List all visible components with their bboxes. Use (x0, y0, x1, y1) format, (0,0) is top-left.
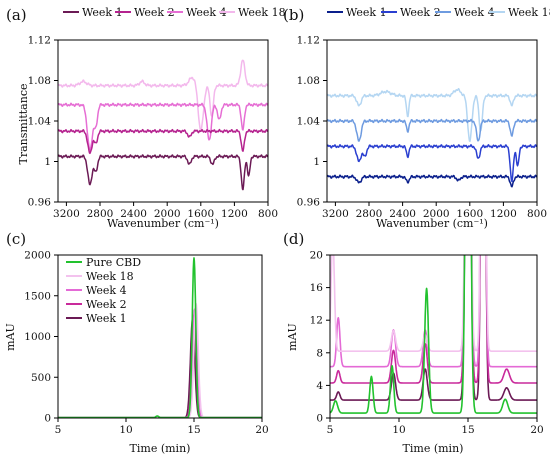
legend-b: Week 1 Week 2 Week 4 Week 18 (327, 6, 550, 19)
x-tick-label-a: 800 (258, 208, 278, 220)
legend-label-b: Week 1 (346, 6, 387, 19)
panel-label-b: (b) (283, 6, 304, 24)
panel-a: (a) Week 1 Week 2 Week 4 Week 18 Transmitta… (6, 6, 286, 230)
series-line-week-2-d (330, 255, 537, 384)
panel-b: (b) Week 1 Week 2 Week 4 Week 18 Wavenumber… (283, 6, 550, 230)
x-tick-label-b: 2800 (356, 208, 383, 220)
x-axis-label-a: Wavenumber (cm⁻¹) (107, 217, 219, 230)
y-axis-label-c: mAU (4, 323, 17, 351)
series-line-week-4-c (58, 308, 262, 418)
x-axis-label-d: Time (min) (403, 442, 464, 455)
y-tick-label-a: 1.08 (28, 75, 51, 87)
x-tick-label-b: 3200 (322, 208, 349, 220)
y-tick-label-c: 1500 (24, 290, 51, 302)
series-line-week-1-d (330, 255, 537, 401)
x-tick-label-b: 2000 (423, 208, 450, 220)
legend-a: Week 1 Week 2 Week 4 Week 18 (63, 6, 286, 19)
x-tick-label-b: 1600 (456, 208, 483, 220)
x-tick-label-d: 15 (461, 424, 474, 436)
x-tick-label-a: 2400 (120, 208, 147, 220)
series-line-week-2-c (58, 314, 262, 418)
x-tick-label-b: 2400 (389, 208, 416, 220)
y-tick-label-c: 0 (44, 413, 51, 425)
legend-label-a: Week 2 (134, 6, 175, 19)
panel-label-a: (a) (6, 6, 27, 24)
x-tick-label-d: 5 (327, 424, 334, 436)
legend-label-c: Week 2 (86, 298, 127, 311)
y-tick-label-b: 1.08 (297, 75, 320, 87)
legend-label-a: Week 4 (186, 6, 227, 19)
series-line-week-2-b (327, 144, 537, 183)
y-tick-label-d: 12 (310, 315, 323, 327)
plot-area-a (58, 59, 268, 191)
series-line-week-1-c (58, 317, 262, 418)
y-tick-label-a: 1.12 (28, 35, 51, 47)
x-axis-label-b: Wavenumber (cm⁻¹) (376, 217, 488, 230)
series-line-week-4-d (330, 255, 537, 368)
x-tick-label-c: 10 (119, 424, 132, 436)
legend-label-a: Week 1 (82, 6, 123, 19)
legend-label-c: Week 1 (86, 312, 127, 325)
x-axis-label-c: Time (min) (130, 442, 191, 455)
x-tick-label-c: 5 (55, 424, 62, 436)
y-axis-label-a: Transmittance (17, 84, 30, 165)
x-tick-label-d: 10 (392, 424, 405, 436)
x-tick-label-a: 1600 (187, 208, 214, 220)
panel-label-c: (c) (6, 230, 26, 248)
y-tick-label-a: 1 (44, 156, 51, 168)
y-tick-label-d: 0 (316, 413, 323, 425)
y-tick-label-d: 8 (316, 347, 323, 359)
y-tick-label-a: 0.96 (28, 197, 52, 209)
series-line-week-18-d (330, 255, 537, 352)
y-axis-label-d: mAU (286, 323, 299, 351)
x-tick-label-a: 3200 (53, 208, 80, 220)
x-tick-label-a: 2000 (154, 208, 181, 220)
x-tick-label-c: 15 (187, 424, 200, 436)
plot-area-b (327, 87, 537, 188)
series-line-week-1-a (58, 154, 268, 191)
x-tick-label-c: 20 (255, 424, 268, 436)
y-tick-label-c: 1000 (24, 331, 51, 343)
x-tick-label-d: 20 (530, 424, 543, 436)
panel-d: (d) mAU Time (min) 5 10 15 20 0 4 8 12 16 20 (283, 230, 544, 455)
legend-label-c: Week 4 (86, 284, 127, 297)
y-tick-label-b: 0.96 (297, 197, 321, 209)
x-tick-label-b: 800 (527, 208, 547, 220)
legend-label-b: Week 2 (400, 6, 441, 19)
legend-label-b: Week 4 (454, 6, 495, 19)
y-tick-label-c: 2000 (24, 250, 51, 262)
y-tick-label-d: 20 (310, 250, 323, 262)
axes-frame-d (329, 254, 538, 419)
panel-label-d: (d) (283, 230, 304, 248)
series-line-week-4-b (327, 118, 537, 142)
legend-label-b: Week 18 (508, 6, 550, 19)
y-tick-label-a: 1.04 (28, 116, 52, 128)
series-line-week-4-a (58, 102, 268, 151)
series-line-pure-cbd-d (330, 255, 537, 414)
axes-frame-a (57, 39, 269, 203)
series-line-week-18-a (58, 59, 268, 132)
y-tick-label-b: 1.04 (297, 116, 321, 128)
series-line-week-2-a (58, 128, 268, 155)
y-tick-label-d: 4 (316, 380, 323, 392)
series-line-week-1-b (327, 174, 537, 188)
y-tick-label-d: 16 (310, 282, 324, 294)
legend-label-c: Pure CBD (86, 256, 141, 269)
legend-label-c: Week 18 (86, 270, 134, 283)
series-line-week-18-b (327, 87, 537, 142)
plot-area-d (330, 255, 537, 414)
y-tick-label-c: 500 (31, 372, 51, 384)
x-tick-label-a: 2800 (87, 208, 114, 220)
y-tick-label-b: 1.12 (297, 35, 320, 47)
y-tick-label-b: 1 (313, 156, 320, 168)
legend-label-a: Week 18 (238, 6, 286, 19)
x-tick-label-a: 1200 (221, 208, 248, 220)
x-tick-label-b: 1200 (490, 208, 517, 220)
